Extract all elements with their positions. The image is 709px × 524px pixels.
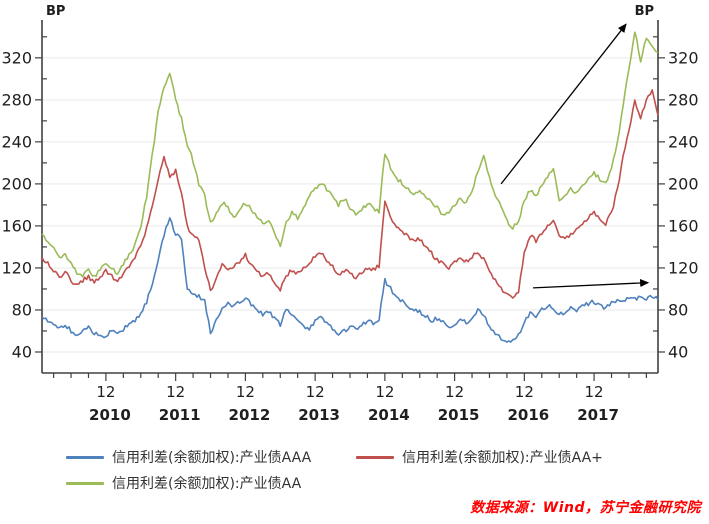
x-month-label: 12: [585, 383, 604, 401]
legend-label-aa-plus: 信用利差(余额加权):产业债AA+: [402, 450, 603, 466]
x-year-label: 2014: [368, 406, 410, 424]
x-year-label: 2010: [89, 406, 131, 424]
y-tick-label-right: 80: [668, 300, 688, 319]
y-tick-label-left: 240: [1, 132, 32, 151]
x-month-label: 12: [375, 383, 394, 401]
axes: [41, 20, 659, 374]
spread-line-chart: 40 40 80 80 120 120 160 160 200 200 240 240 280 280 32…: [1, 4, 699, 424]
y-tick-label-right: 160: [668, 216, 699, 235]
y-tick-label-right: 280: [668, 90, 699, 109]
y-tick-label-left: 200: [1, 174, 32, 193]
y-unit-label-left: BP: [46, 4, 65, 19]
y-unit-label-right: BP: [635, 4, 654, 19]
gridlines: [42, 57, 658, 353]
x-month-label: 12: [445, 383, 464, 401]
x-month-label: 12: [166, 383, 185, 401]
legend-item-aaa: 信用利差(余额加权):产业债AAA: [66, 448, 311, 466]
x-month-label: 12: [236, 383, 255, 401]
y-tick-label-right: 240: [668, 132, 699, 151]
y-tick-label-right: 320: [668, 48, 699, 67]
y-tick-label-right: 200: [668, 174, 699, 193]
x-year-label: 2011: [159, 406, 201, 424]
arrow-to-aaa-end-arrow: [533, 279, 650, 289]
aa-plus-line-swatch: [356, 455, 394, 459]
series-aa-line: [41, 31, 659, 278]
y-ticks: [35, 36, 665, 353]
x-year-label: 2012: [229, 406, 271, 424]
y-tick-label-right: 40: [668, 342, 688, 361]
y-tick-label-left: 280: [1, 90, 32, 109]
y-tick-label-right: 120: [668, 258, 699, 277]
x-ticks: [53, 373, 647, 381]
arrow-to-aa-2018-peak-arrow: [500, 23, 627, 185]
series-aa-plus-line: [41, 89, 659, 299]
y-tick-label-left: 40: [12, 342, 32, 361]
data-source-note: 数据来源：Wind，苏宁金融研究院: [470, 500, 701, 516]
legend-item-aa: 信用利差(余额加权):产业债AA: [66, 474, 301, 492]
aaa-line-swatch: [66, 455, 104, 459]
x-month-label: 12: [515, 383, 534, 401]
x-month-label: 12: [306, 383, 325, 401]
x-year-label: 2013: [298, 406, 340, 424]
x-year-label: 2015: [438, 406, 480, 424]
y-tick-label-left: 320: [1, 48, 32, 67]
aa-line-swatch: [66, 481, 104, 485]
legend-label-aaa: 信用利差(余额加权):产业债AAA: [112, 450, 312, 466]
x-year-label: 2016: [507, 406, 549, 424]
legend-label-aa: 信用利差(余额加权):产业债AA: [112, 476, 302, 492]
y-tick-label-left: 120: [1, 258, 32, 277]
x-year-label: 2017: [577, 406, 619, 424]
legend-item-aa-plus: 信用利差(余额加权):产业债AA+: [356, 448, 603, 466]
y-tick-label-left: 80: [12, 300, 32, 319]
y-tick-label-left: 160: [1, 216, 32, 235]
series-aaa-line: [41, 217, 659, 343]
x-month-label: 12: [96, 383, 115, 401]
